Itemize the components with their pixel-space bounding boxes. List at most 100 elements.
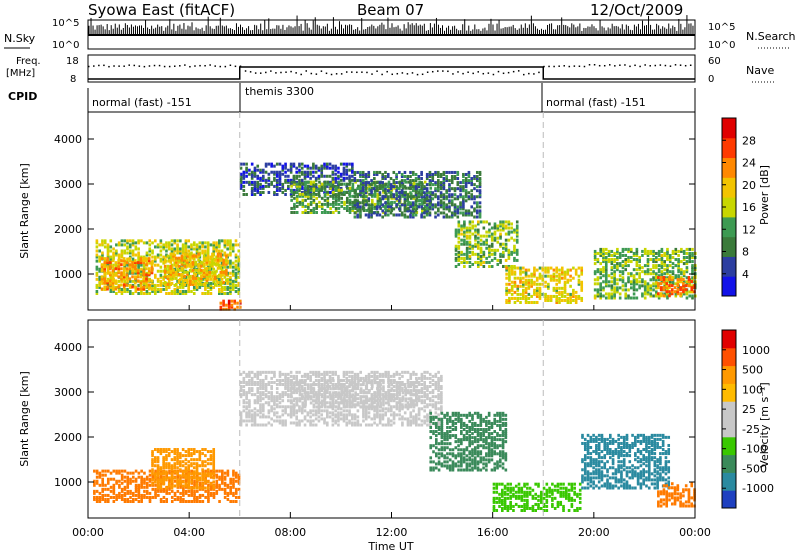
data-cell [459, 181, 462, 185]
data-cell [445, 175, 448, 178]
data-cell [522, 270, 525, 274]
data-cell [173, 287, 177, 291]
data-cell [172, 272, 175, 276]
data-cell [106, 477, 110, 481]
data-cell [250, 180, 254, 184]
data-cell [398, 204, 402, 208]
data-cell [140, 493, 143, 497]
data-cell [183, 283, 186, 286]
data-cell [204, 460, 207, 464]
data-cell [361, 183, 365, 187]
data-cell [198, 285, 202, 289]
data-cell [398, 199, 401, 203]
data-cell [202, 258, 206, 262]
data-cell [522, 266, 525, 270]
data-cell [470, 205, 474, 209]
data-cell [414, 187, 418, 191]
data-cell [425, 189, 429, 193]
nsky-tick-bottom-right: 10^0 [708, 40, 735, 51]
data-cell [231, 281, 235, 285]
data-cell [131, 261, 134, 265]
data-cell [359, 209, 362, 213]
data-cell [126, 263, 129, 267]
data-cell [245, 413, 248, 417]
data-cell [179, 239, 182, 243]
data-cell [195, 468, 199, 472]
data-cell [599, 272, 602, 276]
data-cell [142, 259, 145, 263]
data-cell [220, 263, 224, 267]
data-cell [307, 190, 310, 194]
data-cell [356, 201, 359, 205]
data-cell [147, 269, 151, 273]
data-cell [212, 476, 216, 480]
data-cell [112, 495, 116, 499]
data-cell [170, 500, 174, 503]
data-cell [221, 481, 224, 485]
data-cell [613, 276, 616, 280]
data-cell [342, 162, 346, 166]
data-cell [659, 276, 663, 280]
data-cell [156, 289, 160, 293]
data-cell [462, 195, 465, 199]
data-cell [666, 247, 669, 251]
data-cell [513, 266, 517, 270]
data-cell [187, 245, 190, 249]
data-cell [666, 292, 669, 296]
data-cell [646, 284, 650, 288]
data-cell [599, 268, 602, 272]
data-cell [177, 278, 181, 282]
data-cell [490, 252, 494, 256]
data-cell [175, 262, 178, 266]
data-cell [348, 194, 352, 198]
data-cell [510, 286, 514, 290]
data-cell [652, 284, 655, 288]
nave-dot [310, 72, 313, 75]
data-cell [345, 206, 349, 210]
data-cell [284, 178, 287, 182]
data-cell [206, 289, 210, 293]
data-cell [137, 251, 140, 255]
data-cell [348, 174, 351, 178]
data-cell [215, 491, 219, 495]
data-cell [301, 211, 305, 214]
data-cell [278, 188, 282, 192]
data-cell [474, 244, 477, 248]
nave-dot [421, 73, 424, 76]
data-cell [128, 283, 132, 287]
data-cell [445, 207, 448, 211]
data-cell [375, 187, 379, 191]
data-cell [143, 481, 146, 485]
data-cell [409, 202, 413, 206]
data-cell [236, 305, 239, 309]
data-cell [248, 419, 251, 423]
data-cell [361, 172, 365, 176]
data-cell [237, 249, 241, 253]
data-cell [381, 187, 384, 191]
data-cell [120, 469, 124, 473]
data-cell [691, 260, 694, 264]
data-cell [148, 483, 152, 487]
data-cell [154, 495, 157, 499]
data-cell [439, 185, 443, 189]
data-cell [237, 271, 241, 275]
data-cell [114, 279, 118, 283]
data-cell [123, 243, 127, 247]
data-cell [334, 168, 337, 172]
data-cell [140, 267, 143, 271]
data-cell [421, 196, 424, 200]
data-cell [120, 253, 124, 257]
data-cell [179, 283, 182, 287]
data-cell [463, 265, 466, 268]
data-cell [111, 283, 115, 287]
data-cell [513, 296, 517, 300]
data-cell [473, 207, 476, 211]
data-cell [195, 466, 199, 470]
nave-dot [244, 70, 247, 72]
data-cell [356, 203, 359, 207]
data-cell [442, 211, 446, 215]
data-cell [687, 278, 691, 282]
data-cell [676, 284, 680, 288]
data-cell [209, 491, 213, 495]
data-cell [456, 183, 460, 187]
